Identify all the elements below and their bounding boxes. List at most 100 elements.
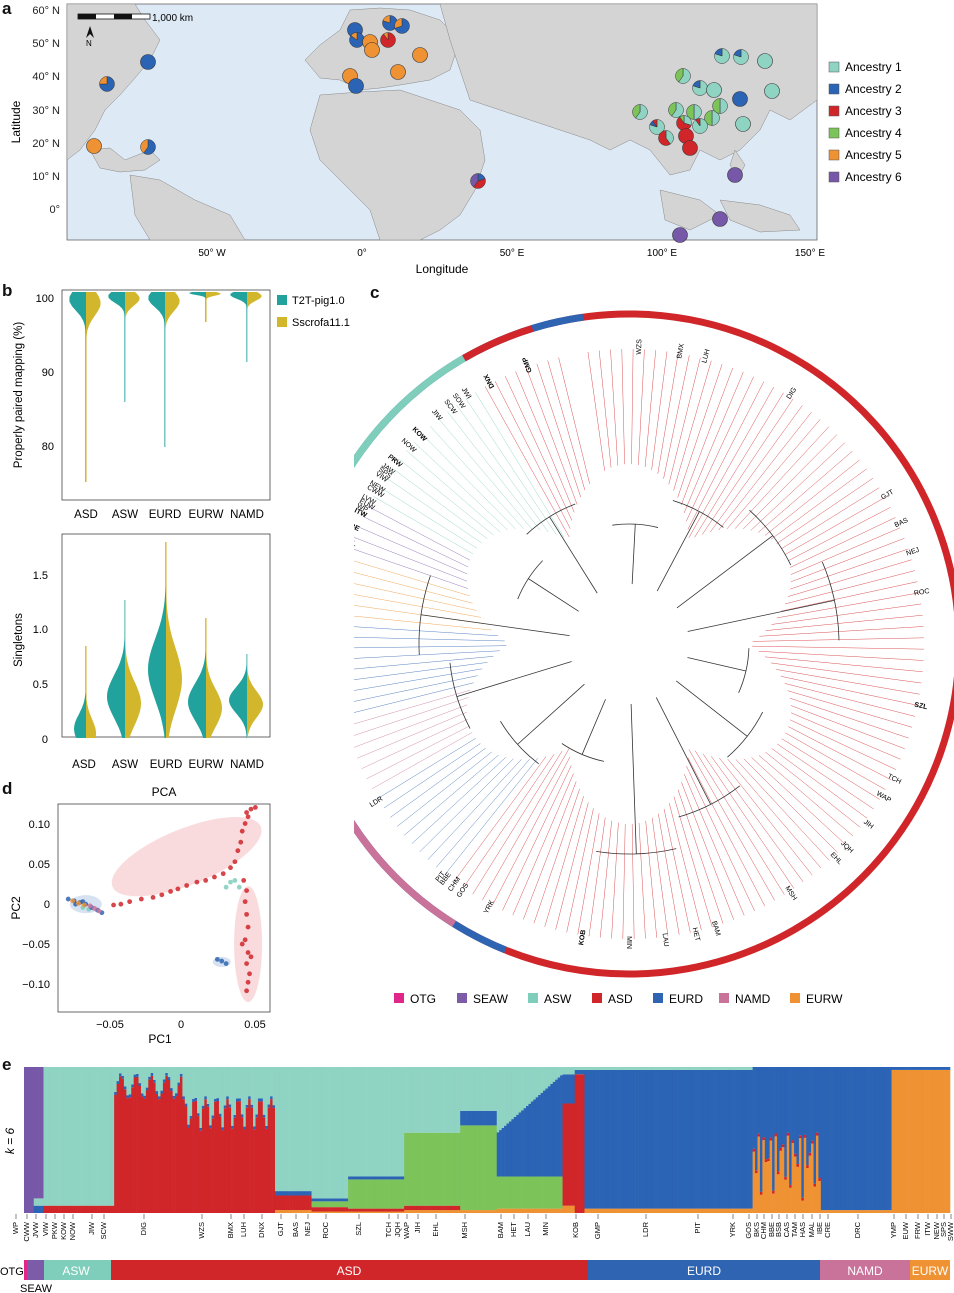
structure-bar-segment	[786, 1132, 790, 1136]
lon-tick: 50° E	[500, 248, 525, 259]
ytick: 90	[42, 367, 54, 379]
pca-point-eurw	[70, 898, 76, 904]
structure-bar-segment	[352, 1176, 356, 1180]
group-bar-seaw	[27, 1260, 44, 1280]
structure-bar-segment	[313, 1211, 317, 1213]
structure-bar-segment	[552, 1081, 556, 1177]
structure-bar-segment	[255, 1114, 259, 1118]
structure-bar-segment	[932, 1067, 936, 1070]
structure-bar-segment	[75, 1205, 78, 1213]
structure-bar-segment	[277, 1195, 281, 1211]
tree-branch	[528, 578, 579, 612]
structure-bar-segment	[158, 1067, 161, 1097]
pie-slice	[99, 76, 108, 85]
structure-bar-segment	[881, 1210, 885, 1213]
structure-bar-segment	[167, 1080, 171, 1213]
structure-bar-segment	[896, 1069, 900, 1213]
structure-bar-segment	[603, 1208, 607, 1213]
structure-bar-segment	[572, 1067, 576, 1075]
structure-bar-segment	[525, 1208, 529, 1213]
structure-bar-segment	[187, 1127, 191, 1213]
structure-bar-segment	[357, 1067, 361, 1177]
tree-branch	[687, 381, 765, 530]
structure-bar-segment	[299, 1195, 303, 1211]
structure-bar-segment	[250, 1104, 254, 1108]
structure-bar-segment	[274, 1195, 278, 1211]
structure-bar-segment	[360, 1211, 364, 1213]
structure-bar-segment	[38, 1205, 42, 1213]
pie-slice	[390, 64, 406, 80]
structure-bar-segment	[742, 1069, 746, 1209]
structure-bar-segment	[357, 1208, 361, 1212]
structure-bar-segment	[550, 1067, 554, 1084]
structure-bars	[24, 1067, 951, 1213]
structure-bar-segment	[764, 1159, 768, 1163]
structure-bar-segment	[915, 1069, 919, 1213]
structure-bar-segment	[384, 1176, 388, 1180]
structure-bar-segment	[740, 1208, 744, 1213]
structure-bar-segment	[223, 1108, 227, 1213]
tree-branch	[789, 697, 909, 739]
tree-legend: OTG SEAW ASW ASD EURD NAMD EURW	[394, 992, 843, 1006]
structure-bar-segment	[564, 1103, 568, 1206]
structure-bar-segment	[864, 1210, 868, 1213]
structure-bar-segment	[367, 1208, 371, 1212]
pie-slice	[757, 53, 773, 69]
panel-b-violins: b 100 90 80 Properly paired mapping (%) …	[2, 282, 350, 771]
structure-bar-segment	[504, 1176, 507, 1209]
structure-bar-segment	[932, 1069, 936, 1213]
structure-bar-segment	[382, 1067, 385, 1177]
structure-bar-segment	[513, 1176, 517, 1209]
structure-bar-segment	[672, 1069, 675, 1209]
structure-bar-segment	[370, 1179, 373, 1209]
lon-tick: 50° W	[198, 248, 226, 259]
structure-bar-segment	[423, 1067, 427, 1133]
structure-bar-segment	[859, 1067, 863, 1211]
lat-tick: 10° N	[32, 171, 60, 183]
tree-branch	[354, 626, 499, 637]
pca-title: PCA	[152, 785, 177, 799]
structure-bar-segment	[377, 1067, 381, 1177]
structure-bar-segment	[328, 1067, 332, 1199]
structure-bar-segment	[603, 1069, 607, 1209]
structure-bar-segment	[38, 1198, 42, 1206]
structure-bar-segment	[450, 1205, 454, 1211]
tree-group-ring	[354, 310, 954, 978]
structure-bar-segment	[106, 1205, 110, 1213]
tree-branch	[686, 376, 754, 522]
structure-bar-segment	[306, 1210, 310, 1213]
structure-bar-segment	[53, 1067, 56, 1206]
pop-label: GOS	[744, 1222, 753, 1239]
structure-bar-segment	[58, 1067, 61, 1206]
structure-bar-segment	[621, 1208, 624, 1213]
structure-bar-segment	[391, 1176, 395, 1180]
structure-bar-segment	[660, 1208, 663, 1213]
structure-bar-segment	[304, 1195, 307, 1211]
tree-branch	[354, 572, 473, 604]
structure-bar-segment	[448, 1132, 451, 1206]
structure-bar-segment	[328, 1211, 332, 1213]
structure-bar-segment	[311, 1211, 315, 1213]
structure-bar-segment	[379, 1176, 383, 1180]
structure-bar-segment	[148, 1076, 152, 1080]
structure-bar-segment	[484, 1210, 488, 1213]
structure-bar-segment	[482, 1210, 485, 1213]
violin-bottom-yticks: 1.5 1.0 0.5 0	[33, 570, 48, 746]
pop-label: BMX	[226, 1222, 235, 1238]
structure-bar-segment	[199, 1130, 203, 1213]
pie-slice	[364, 42, 380, 58]
tree-branch	[599, 820, 612, 938]
structure-bar-segment	[279, 1195, 283, 1211]
tree-branch	[702, 398, 794, 535]
structure-bar-segment	[41, 1198, 44, 1206]
pca-point-asd	[168, 889, 173, 894]
ytick: 80	[42, 441, 54, 453]
structure-bar-segment	[789, 1184, 792, 1188]
structure-bar-segment	[316, 1207, 320, 1212]
tree-branch	[727, 711, 764, 758]
structure-bar-segment	[304, 1067, 307, 1192]
structure-bar-segment	[543, 1090, 546, 1177]
structure-bar-segment	[457, 1205, 461, 1211]
structure-bar-segment	[331, 1201, 334, 1208]
